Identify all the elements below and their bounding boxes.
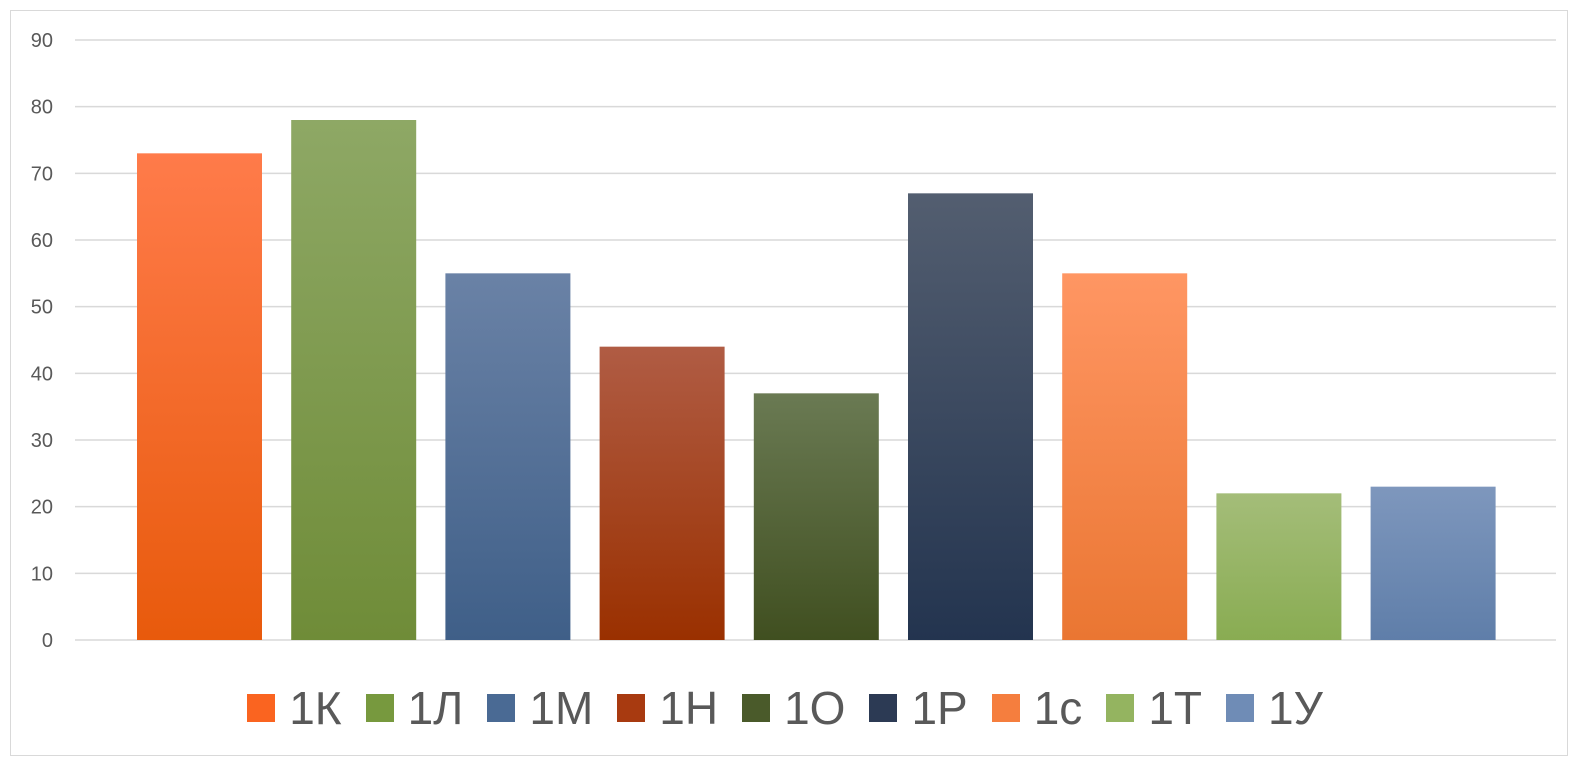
y-tick-label: 70 (31, 163, 53, 185)
legend-swatch (365, 694, 394, 722)
legend-label: 1К (289, 682, 342, 734)
bar-1Р (908, 193, 1033, 641)
legend-item: 1М (487, 681, 593, 735)
legend-label: 1У (1268, 682, 1323, 734)
y-tick-label: 10 (31, 563, 53, 585)
bar-1О (753, 393, 879, 640)
bar-chart: 0 10 20 30 40 50 60 70 80 90 (31, 30, 1556, 652)
legend-swatch (991, 694, 1020, 722)
bar-1М (445, 273, 571, 640)
y-tick-label: 20 (31, 497, 53, 519)
legend-swatch (1226, 694, 1254, 722)
legend-label: 1Т (1148, 682, 1202, 734)
bars (137, 120, 1496, 641)
y-tick-label: 50 (31, 297, 53, 319)
legend: 1К 1Л 1М 1Н 1О 1Р 1с 1Т 1У (0, 676, 1570, 740)
legend-item: 1У (1226, 681, 1323, 735)
legend-swatch (742, 694, 771, 722)
legend-label: 1Л (407, 682, 464, 734)
y-tick-label: 90 (31, 30, 53, 52)
legend-item: 1с (991, 681, 1083, 735)
bar-1Л (291, 120, 417, 640)
legend-item: 1Т (1106, 681, 1202, 735)
legend-label: 1Р (911, 682, 968, 734)
legend-label: 1О (784, 682, 846, 734)
legend-swatch (487, 694, 516, 722)
legend-swatch (247, 694, 276, 722)
y-tick-label: 0 (42, 630, 53, 652)
bar-1К (137, 153, 262, 641)
y-tick-label: 40 (31, 363, 53, 385)
legend-swatch (617, 694, 646, 722)
y-axis-ticks: 0 10 20 30 40 50 60 70 80 90 (31, 30, 53, 652)
bar-1Н (599, 346, 725, 640)
bar-1У (1370, 486, 1496, 640)
legend-label: 1с (1033, 682, 1083, 734)
bar-1Т (1216, 493, 1342, 640)
y-tick-label: 30 (31, 430, 53, 452)
y-tick-label: 80 (31, 97, 53, 119)
legend-item: 1Н (617, 681, 718, 735)
legend-label: 1Н (659, 682, 719, 734)
legend-swatch (1106, 694, 1135, 722)
legend-label: 1М (529, 682, 594, 734)
legend-item: 1Л (365, 681, 464, 735)
y-tick-label: 60 (31, 230, 53, 252)
legend-swatch (869, 694, 898, 722)
legend-item: 1О (742, 681, 845, 735)
legend-item: 1Р (869, 681, 968, 735)
legend-item: 1К (247, 681, 342, 735)
bar-1с (1062, 273, 1188, 640)
